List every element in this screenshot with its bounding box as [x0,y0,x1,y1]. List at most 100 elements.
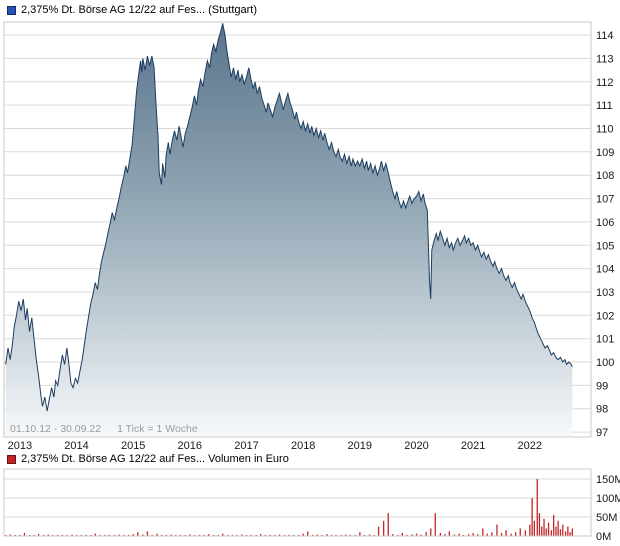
volume-bar [538,513,541,536]
volume-bar [519,528,521,536]
volume-bar [316,534,318,536]
volume-bar [550,530,552,536]
volume-bar [529,524,531,536]
date-range-label: 01.10.12 - 30.09.22 [10,423,102,435]
volume-bar [453,534,456,536]
volume-bar [505,530,507,536]
volume-bar [564,531,567,536]
volume-chart-legend[interactable]: 2,375% Dt. Börse AG 12/22 auf Fes... Vol… [7,453,289,465]
volume-bar [142,534,144,536]
volume-bar [411,534,413,536]
volume-legend-label: 2,375% Dt. Börse AG 12/22 auf Fes... Vol… [21,453,289,465]
volume-bar [128,534,130,536]
volume-bar [547,522,550,536]
volume-bar [156,533,158,536]
volume-bar [189,534,191,536]
volume-bar [468,534,470,536]
price-y-tick-label: 112 [596,77,614,89]
volume-bar [472,533,474,536]
volume-bar [9,534,11,536]
volume-bar [132,534,134,536]
volume-bar [430,528,432,536]
volume-bar [151,534,153,536]
volume-bar [383,520,385,536]
volume-bar [349,534,351,536]
price-y-tick-label: 108 [596,170,614,182]
volume-bar [486,533,488,536]
volume-bar [377,526,380,536]
volume-y-tick-label: 100M [596,493,620,505]
volume-bar [541,526,543,536]
price-x-tick-label: 2013 [8,440,32,452]
volume-bar [496,524,498,536]
volume-bar [278,534,281,536]
volume-bar [536,479,538,536]
price-x-tick-label: 2020 [404,440,428,452]
volume-bar [345,534,347,536]
volume-bar [198,534,201,536]
volume-bar [170,534,172,536]
price-chart[interactable]: 97 98 99 100 101 102 103 104 105 106 107 108 109 110 1… [0,0,620,455]
volume-bar [553,515,555,536]
price-x-tick-label: 2017 [234,440,258,452]
price-legend-swatch [7,5,16,15]
price-x-tick-label: 2021 [461,440,485,452]
volume-bar [179,534,181,536]
price-y-tick-label: 102 [596,310,614,322]
price-legend-label: 2,375% Dt. Börse AG 12/22 auf Fes... (St… [21,4,258,16]
volume-bar [298,534,300,536]
volume-chart[interactable]: 0M 50M 100M 150M [0,466,620,546]
volume-bar [19,534,21,536]
volume-bar [250,534,252,536]
volume-bar [557,520,559,536]
volume-bar [307,531,309,536]
volume-bar [458,533,460,536]
volume-bar [397,534,399,536]
volume-bar [146,531,149,536]
volume-bar [555,526,557,536]
price-x-tick-label: 2015 [121,440,145,452]
volume-plot-border [3,468,592,537]
volume-bar [543,518,545,536]
volume-bar [217,534,219,536]
price-line [5,23,573,412]
price-y-tick-label: 110 [596,124,614,136]
volume-bar [415,533,418,536]
chart-footer-note: 01.10.12 - 30.09.22 1 Tick = 1 Woche [10,423,198,435]
price-chart-legend[interactable]: 2,375% Dt. Börse AG 12/22 auf Fes... (St… [7,4,257,16]
volume-bar [482,528,484,536]
price-y-tick-label: 106 [596,217,614,229]
volume-bar [137,532,139,536]
volume-bar [23,533,26,536]
volume-bar [477,534,479,536]
price-y-tick-label: 97 [596,427,608,439]
volume-legend-swatch [7,454,16,464]
volume-bar [420,534,422,536]
volume-bar [462,534,465,536]
volume-y-tick-label: 50M [596,512,617,524]
volume-bar [326,534,328,536]
price-y-tick-label: 103 [596,287,614,299]
price-x-tick-label: 2018 [291,440,315,452]
volume-bar [406,534,408,536]
price-y-tick-label: 101 [596,334,614,346]
volume-bar [569,532,571,536]
volume-bar [559,529,562,536]
volume-bar [368,534,371,536]
volume-bar [510,533,512,536]
volume-bar [448,531,450,536]
volume-bar [108,534,111,536]
price-plot-border [3,21,592,438]
price-y-tick-label: 111 [596,100,613,112]
volume-bar [231,534,233,536]
price-x-tick-label: 2014 [64,440,88,452]
volume-bar [439,533,441,536]
price-y-tick-label: 105 [596,240,614,252]
volume-bar [335,534,337,536]
volume-plot-bg[interactable] [4,469,591,536]
volume-bar [269,534,271,536]
price-y-tick-label: 107 [596,194,614,206]
volume-bar [401,533,403,536]
volume-bar [85,534,87,536]
